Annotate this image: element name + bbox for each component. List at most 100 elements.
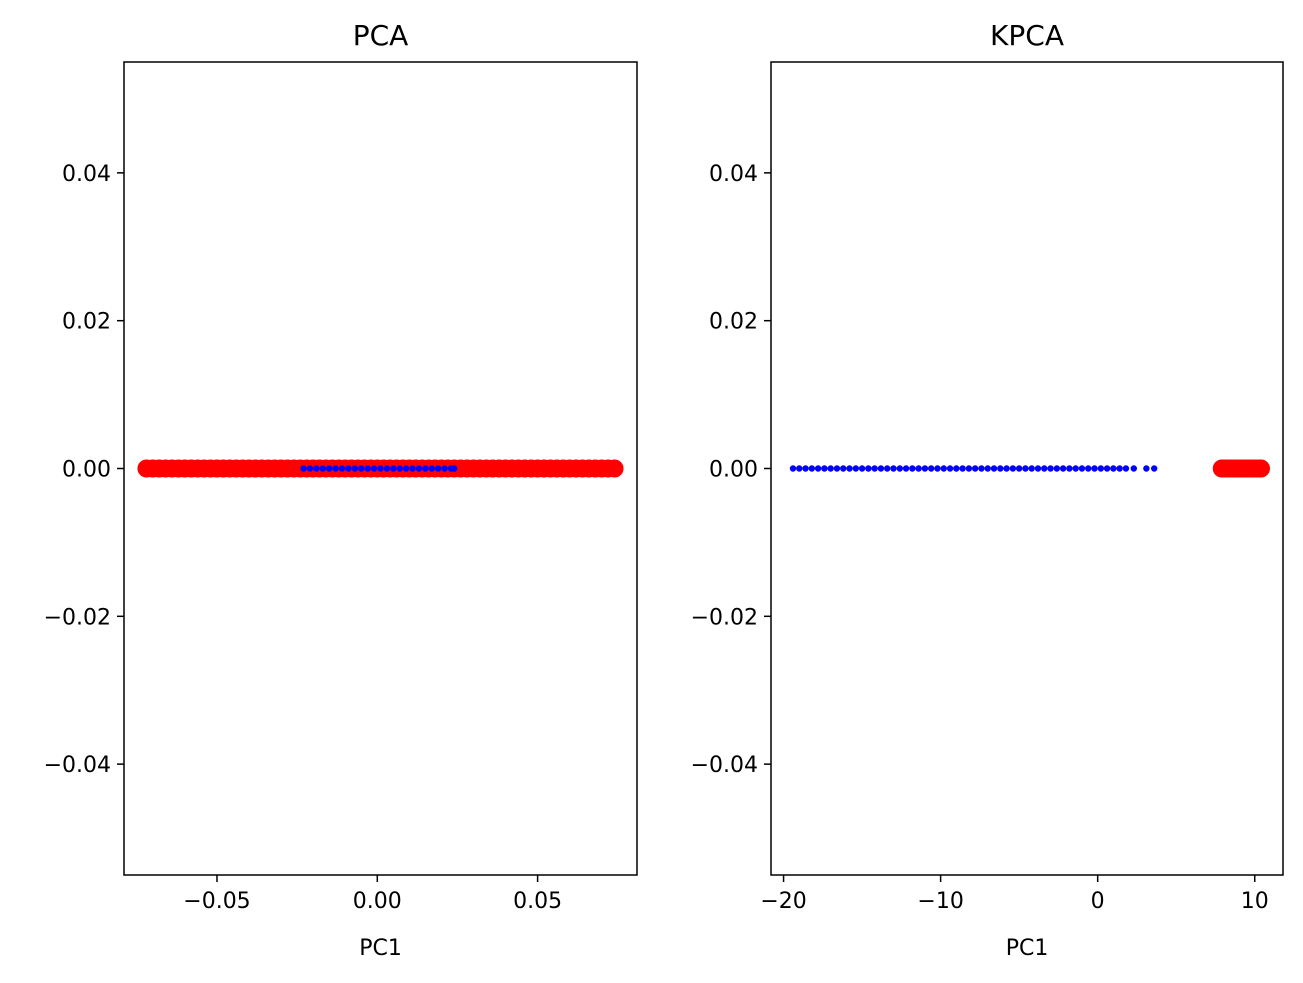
kpca-series-0-point: [965, 465, 973, 472]
pca-series-1-point: [377, 465, 384, 472]
kpca-series-0-point: [1110, 465, 1117, 472]
kpca-y-tick-label: −0.02: [691, 605, 758, 630]
kpca-series-0-point: [902, 465, 910, 472]
pca-series-1-point: [351, 465, 359, 472]
pca-y-ticks: −0.04 −0.02 0.00 0.02 0.04: [44, 162, 124, 778]
kpca-series-0-point: [1143, 465, 1150, 472]
pca-series-1-point: [345, 465, 352, 472]
kpca-series-0-point: [1047, 465, 1054, 472]
kpca-x-tick-label: 0: [1091, 889, 1105, 914]
kpca-x-tick-label: −10: [917, 889, 963, 914]
kpca-series-0-point: [789, 465, 797, 472]
kpca-series-0-point: [971, 465, 979, 472]
pca-series-1-point: [364, 465, 371, 472]
kpca-series-0-point: [1015, 465, 1023, 472]
pca-series-1-point: [409, 465, 416, 472]
pca-series-1-point: [402, 465, 410, 472]
pca-series-1-point: [428, 465, 435, 472]
pca-series-1-point: [358, 465, 365, 472]
pca-series-1-point: [390, 465, 397, 472]
pca-y-tick-label: −0.02: [44, 605, 111, 630]
kpca-y-tick-label: 0.02: [709, 310, 758, 335]
kpca-series-0-point: [896, 465, 903, 472]
kpca-series-0-point: [846, 465, 853, 472]
kpca-y-tick-label: −0.04: [691, 753, 758, 778]
kpca-series-0-point: [928, 465, 935, 472]
kpca-series-0-point: [884, 465, 891, 472]
pca-title: PCA: [353, 19, 409, 52]
kpca-series-0-point: [1028, 465, 1035, 472]
pca-series-1-point: [326, 465, 333, 472]
kpca-series-0-point: [1122, 465, 1130, 472]
kpca-series-0-point: [865, 465, 872, 472]
kpca-x-axis-label: PC1: [1006, 936, 1049, 961]
kpca-series-0-point: [984, 465, 991, 472]
kpca-series-0-point: [1085, 465, 1092, 472]
pca-x-axis-label: PC1: [359, 936, 402, 961]
pca-series-1-point: [338, 465, 346, 472]
kpca-series-0-point: [840, 465, 847, 472]
kpca-series-0-point: [833, 465, 841, 472]
kpca-series-0-point: [997, 465, 1004, 472]
kpca-series-0-point: [852, 465, 860, 472]
kpca-series-0-point: [934, 465, 941, 472]
kpca-y-ticks: −0.04 −0.02 0.00 0.02 0.04: [691, 162, 771, 778]
kpca-series-0-point: [940, 465, 947, 472]
pca-series-1-point: [370, 465, 378, 472]
kpca-series-0-point: [909, 465, 916, 472]
pca-series-1-point: [313, 465, 320, 472]
kpca-x-tick-label: −20: [760, 889, 806, 914]
kpca-x-ticks: −20 −10 0 10: [760, 875, 1269, 914]
kpca-series-0-point: [1103, 465, 1111, 472]
kpca-series-0-point: [1053, 465, 1061, 472]
kpca-series-0-point: [1078, 465, 1086, 472]
pca-series-1-point: [415, 465, 423, 472]
kpca-series-0-point: [877, 465, 885, 472]
kpca-series-0-point: [871, 465, 878, 472]
pca-series-1-point: [383, 465, 391, 472]
pca-plot-area: [137, 459, 624, 478]
pca-series-1-point: [396, 465, 403, 472]
kpca-series-0-point: [1009, 465, 1017, 472]
kpca-series-0-point: [953, 465, 960, 472]
kpca-series-0-point: [1151, 465, 1158, 472]
kpca-series-0-point: [1066, 465, 1073, 472]
kpca-title: KPCA: [990, 19, 1064, 52]
kpca-series-0-point: [1091, 465, 1098, 472]
kpca-series-0-point: [890, 465, 897, 472]
pca-series-0-point: [605, 459, 624, 478]
pca-series-1-point: [441, 465, 448, 472]
kpca-panel: −20 −10 0 10 −0.04 −0.02 0.00 0.02 0.04 KPCA PC…: [691, 19, 1284, 961]
kpca-y-tick-label: 0.04: [709, 162, 758, 187]
pca-series-1-point: [319, 465, 326, 472]
pca-y-tick-label: 0.02: [62, 310, 111, 335]
kpca-series-0-point: [915, 465, 922, 472]
kpca-series-0-point: [796, 465, 803, 472]
pca-x-ticks: −0.05 0.00 0.05: [183, 875, 562, 914]
pca-panel: −0.05 0.00 0.05 −0.04 −0.02 0.00 0.02 0.04 PCA…: [44, 19, 638, 961]
pca-series-1-point: [451, 465, 458, 472]
kpca-series-0-point: [808, 465, 816, 472]
pca-x-tick-label: −0.05: [183, 889, 250, 914]
pca-series-1-point: [300, 465, 307, 472]
kpca-series-0-point: [1130, 465, 1138, 472]
kpca-series-0-point: [959, 465, 966, 472]
kpca-plot-area: [789, 459, 1271, 478]
kpca-series-1-point: [1252, 459, 1271, 478]
pca-series-1-point: [306, 465, 314, 472]
kpca-series-0-point: [1034, 465, 1042, 472]
pca-x-tick-label: 0.00: [353, 889, 402, 914]
pca-y-tick-label: 0.04: [62, 162, 111, 187]
kpca-series-0-point: [1003, 465, 1010, 472]
pca-y-tick-label: 0.00: [62, 458, 111, 483]
kpca-series-0-point: [1059, 465, 1067, 472]
kpca-series-0-point: [1097, 465, 1105, 472]
kpca-series-0-point: [921, 465, 929, 472]
kpca-series-0-point: [1041, 465, 1048, 472]
kpca-series-0-point: [1022, 465, 1029, 472]
kpca-series-0-point: [1072, 465, 1079, 472]
kpca-x-tick-label: 10: [1241, 889, 1269, 914]
pca-series-1-point: [435, 465, 442, 472]
